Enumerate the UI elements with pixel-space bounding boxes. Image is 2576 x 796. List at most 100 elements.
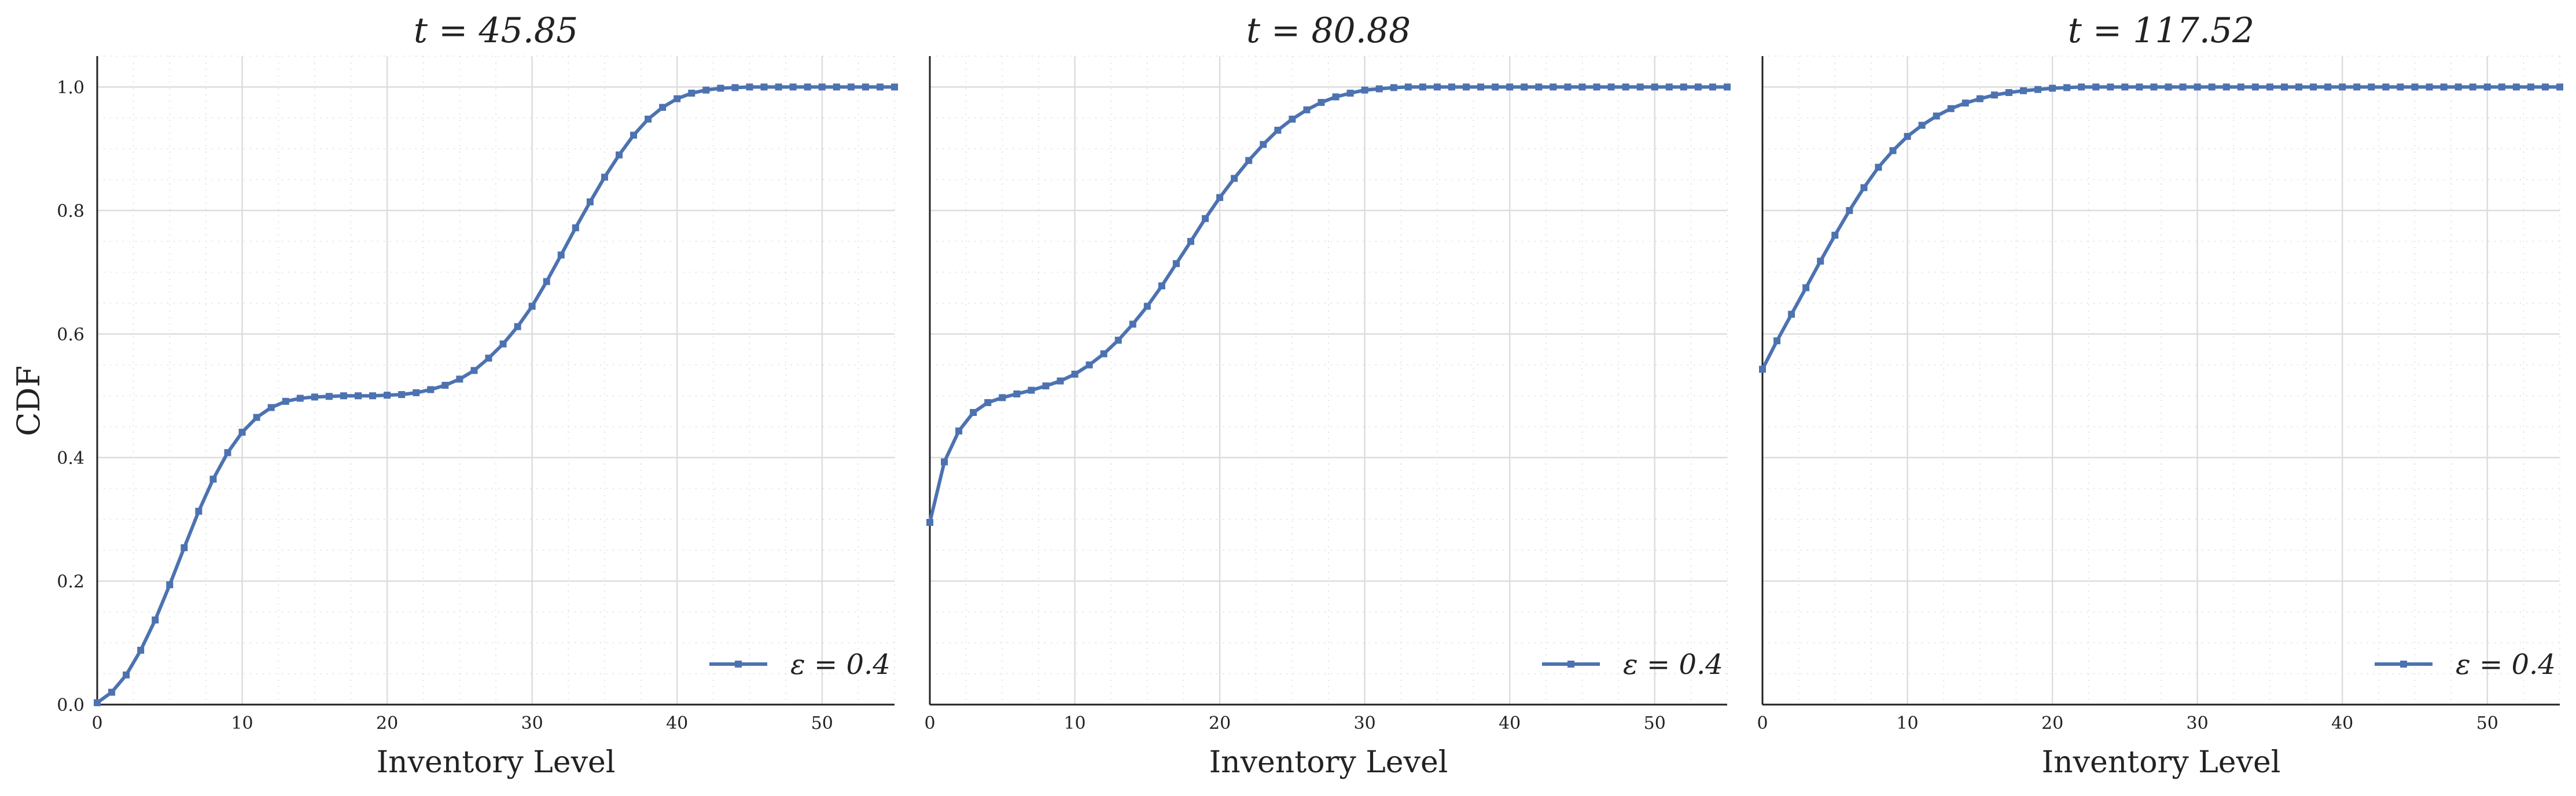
data-point: [1231, 175, 1238, 182]
data-point: [2397, 83, 2404, 91]
x-tick-label: 30: [521, 713, 543, 734]
data-point: [862, 83, 869, 91]
x-tick-label: 40: [666, 713, 688, 734]
data-point: [209, 476, 217, 483]
data-point: [2541, 83, 2549, 91]
data-point: [1216, 194, 1224, 201]
data-point: [1918, 121, 1926, 129]
x-axis-label: Inventory Level: [1209, 745, 1448, 780]
data-point: [984, 399, 992, 406]
data-point: [238, 429, 246, 436]
x-tick-label: 50: [811, 713, 833, 734]
data-point: [253, 414, 260, 421]
data-point: [833, 83, 840, 91]
data-point: [1860, 184, 1868, 191]
legend-marker: [735, 661, 742, 668]
panel-title: t = 80.88: [1246, 10, 1411, 51]
data-point: [2092, 83, 2100, 91]
data-point: [1680, 83, 1687, 91]
data-point: [1013, 390, 1021, 397]
x-axis-label: Inventory Level: [377, 745, 616, 780]
x-tick-label: 40: [1499, 713, 1521, 734]
data-point: [1404, 83, 1412, 91]
data-point: [2179, 83, 2187, 91]
data-point: [941, 458, 948, 466]
data-point: [2280, 83, 2288, 91]
x-tick-label: 50: [2476, 713, 2498, 734]
data-point: [340, 392, 347, 400]
data-point: [224, 449, 231, 456]
data-point: [789, 83, 797, 91]
data-point: [1492, 83, 1499, 91]
data-point: [970, 409, 977, 417]
data-point: [1289, 115, 1296, 123]
data-point: [876, 83, 884, 91]
data-point: [384, 392, 391, 399]
figure-ylabel: CDF: [10, 366, 47, 436]
data-point: [1506, 83, 1514, 91]
data-point: [1846, 207, 1853, 214]
data-point: [1158, 282, 1165, 290]
data-point: [181, 544, 188, 551]
data-point: [630, 131, 638, 139]
data-point: [775, 83, 782, 91]
data-point: [2222, 83, 2230, 91]
data-point: [1607, 83, 1615, 91]
x-tick-label: 0: [1757, 713, 1768, 734]
data-point: [2049, 84, 2056, 92]
data-point: [1303, 106, 1311, 113]
data-point: [2498, 83, 2505, 91]
data-point: [1578, 83, 1586, 91]
data-point: [731, 84, 739, 91]
data-point: [1636, 83, 1644, 91]
x-tick-label: 50: [1644, 713, 1666, 734]
data-point: [2107, 83, 2114, 91]
data-point: [1433, 83, 1441, 91]
legend-label: ε = 0.4: [790, 648, 890, 681]
data-point: [1550, 83, 1557, 91]
data-point: [1375, 85, 1383, 93]
data-point: [354, 392, 362, 400]
data-point: [1521, 83, 1528, 91]
data-point: [760, 83, 768, 91]
data-point: [296, 395, 304, 402]
data-point: [1419, 83, 1426, 91]
data-point: [94, 699, 101, 706]
data-point: [847, 83, 855, 91]
data-point: [413, 389, 420, 396]
data-point: [514, 323, 521, 330]
data-point: [1724, 83, 1731, 91]
data-point: [1990, 91, 1998, 99]
data-point: [470, 367, 478, 374]
data-point: [311, 393, 318, 401]
data-point: [926, 519, 933, 526]
data-point: [1817, 257, 1824, 265]
data-point: [1773, 337, 1781, 345]
data-point: [1564, 83, 1572, 91]
data-point: [1622, 83, 1629, 91]
data-point: [2454, 83, 2462, 91]
data-point: [746, 83, 753, 91]
data-point: [1788, 311, 1795, 318]
data-point: [1904, 132, 1911, 140]
data-point: [267, 404, 275, 411]
y-tick-label: 1.0: [57, 78, 84, 98]
data-point: [2556, 83, 2563, 91]
data-point: [1346, 90, 1354, 97]
data-point: [137, 647, 145, 654]
data-point: [1187, 238, 1194, 245]
data-point: [601, 174, 608, 181]
data-point: [615, 151, 623, 159]
data-point: [398, 391, 406, 399]
data-point: [1463, 83, 1470, 91]
data-point: [1802, 284, 1810, 292]
data-point: [2150, 83, 2158, 91]
data-point: [1390, 84, 1397, 91]
data-point: [645, 115, 652, 123]
y-tick-label: 0.6: [57, 325, 84, 345]
data-point: [152, 616, 159, 624]
legend-marker: [1567, 661, 1574, 668]
legend-label: ε = 0.4: [2456, 648, 2556, 681]
data-point: [1318, 99, 1325, 106]
